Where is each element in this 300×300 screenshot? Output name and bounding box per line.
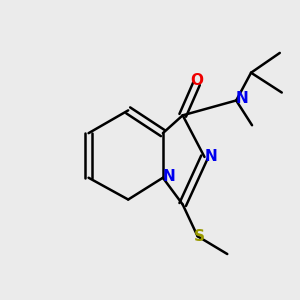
Text: S: S: [194, 229, 205, 244]
Text: O: O: [190, 73, 203, 88]
Text: N: N: [235, 92, 248, 106]
Text: N: N: [163, 169, 176, 184]
Text: N: N: [205, 149, 218, 164]
